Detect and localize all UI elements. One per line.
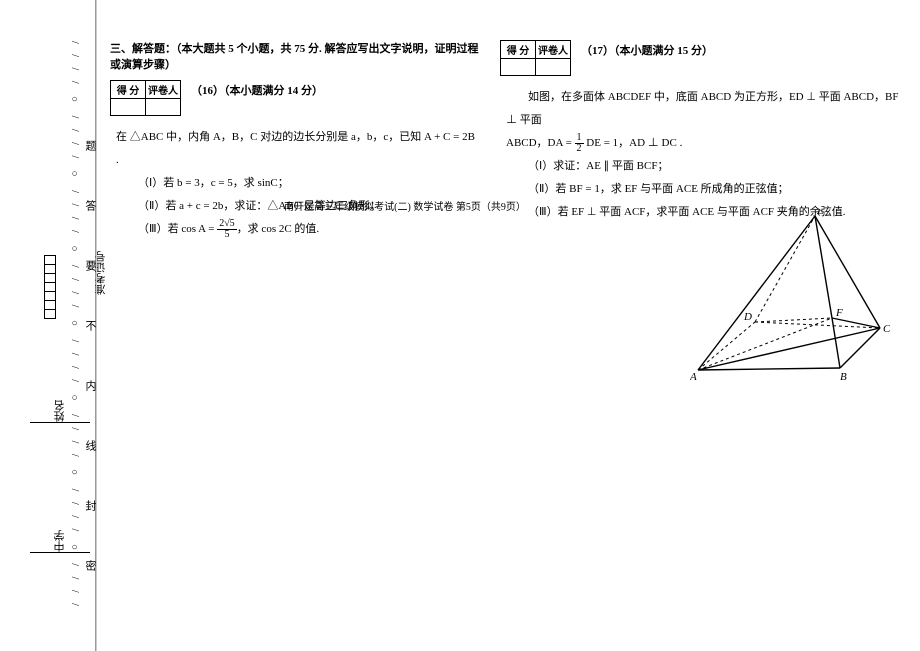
q16-body: 在 △ABC 中，内角 A，B，C 对边的边长分别是 a，b，c，已知 A + …: [116, 126, 480, 241]
score-table: 得 分评卷人: [500, 40, 571, 76]
q17-body: 如图，在多面体 ABCDEF 中，底面 ABCD 为正方形，ED ⊥ 平面 AB…: [506, 86, 900, 225]
fig-label-F: F: [835, 307, 843, 319]
q16-intro: 在 △ABC 中，内角 A，B，C 对边的边长分别是 a，b，c，已知 A + …: [116, 126, 480, 172]
page-6: 得 分评卷人 （17）（本小题满分 15 分） 如图，在多面体 ABCDEF 中…: [500, 40, 900, 225]
q17-intro-line1: 如图，在多面体 ABCDEF 中，底面 ABCD 为正方形，ED ⊥ 平面 AB…: [506, 86, 900, 132]
q17-part1: （Ⅰ）求证：AE ∥ 平面 BCF；: [506, 155, 900, 178]
q16-part1: （Ⅰ）若 b = 3，c = 5，求 sinC；: [116, 172, 480, 195]
fig-label-D: D: [743, 311, 752, 323]
section-3-title: 三、解答题：（本大题共 5 个小题，共 75 分. 解答应写出文字说明，证明过程…: [110, 40, 480, 72]
page-5: 三、解答题：（本大题共 5 个小题，共 75 分. 解答应写出文字说明，证明过程…: [110, 40, 480, 241]
q17-intro-line2: ABCD，DA = 12 DE = 1，AD ⊥ DC .: [506, 132, 900, 155]
score-table: 得 分评卷人: [110, 80, 181, 116]
q16-header: 得 分评卷人 （16）（本小题满分 14 分）: [110, 80, 480, 116]
q17-title: （17）（本小题满分 15 分）: [581, 40, 713, 58]
seal-line-chars: 密 封 线 内 不 要 答 题: [82, 0, 96, 651]
name-label: 姓名: [30, 400, 90, 433]
q17-header: 得 分评卷人 （17）（本小题满分 15 分）: [500, 40, 900, 76]
binding-margin: / / / / ○ / / / / ○ / / / / ○ / / / / ○ …: [0, 0, 96, 651]
fig-label-B: B: [840, 371, 847, 383]
q17-part2: （Ⅱ）若 BF = 1，求 EF 与平面 ACE 所成角的正弦值；: [506, 178, 900, 201]
q16-title: （16）（本小题满分 14 分）: [191, 80, 323, 98]
fig-label-E: E: [816, 210, 824, 217]
q16-part3: （Ⅲ）若 cos A = 2√55，求 cos 2C 的值.: [116, 218, 480, 241]
q17-figure: A B C D E F: [690, 210, 890, 390]
school-label: 中学: [30, 530, 90, 563]
fig-label-C: C: [883, 323, 890, 335]
side-info-column: 中学 姓名 准考证号: [30, 60, 60, 590]
fig-label-A: A: [690, 371, 697, 383]
inner-divider: [96, 0, 97, 651]
